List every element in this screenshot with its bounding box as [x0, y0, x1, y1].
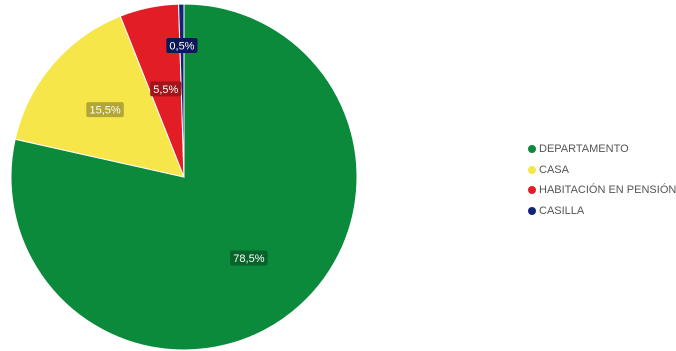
slice-casa[interactable]: [14, 15, 185, 178]
legend-label-casa: CASA: [539, 163, 569, 176]
slice-labels: 78,5% 15,5% 5,5% 0,5%: [86, 38, 268, 266]
pie-slices: [10, 3, 358, 351]
slice-label-casa: 15,5%: [86, 102, 124, 118]
slice-label-bg-habitacion-en-pension: [150, 81, 182, 97]
legend: DEPARTAMENTO CASA HABITACIÓN EN PENSIÓN …: [528, 139, 676, 221]
slice-label-bg-casilla: [166, 38, 198, 54]
legend-dot-casilla: [528, 206, 536, 215]
legend-label-departamento: DEPARTAMENTO: [539, 143, 629, 156]
legend-item-casilla[interactable]: CASILLA: [528, 201, 676, 222]
slice-label-text-casilla: 0,5%: [169, 41, 194, 53]
slice-label-bg-departamento: [230, 250, 268, 266]
slice-label-habitacion-en-pension: 5,5%: [150, 81, 182, 97]
slice-label-text-habitacion-en-pension: 5,5%: [153, 84, 178, 96]
legend-item-habitacion-en-pension[interactable]: HABITACIÓN EN PENSIÓN: [528, 180, 676, 201]
legend-item-casa[interactable]: CASA: [528, 160, 676, 181]
slice-label-text-departamento: 78,5%: [233, 253, 264, 265]
slice-label-text-casa: 15,5%: [89, 105, 120, 117]
slice-label-casilla: 0,5%: [166, 38, 198, 54]
legend-item-departamento[interactable]: DEPARTAMENTO: [528, 139, 676, 160]
legend-dot-habitacion-en-pension: [528, 186, 536, 195]
legend-dot-departamento: [528, 145, 536, 154]
legend-dot-casa: [528, 165, 536, 174]
legend-label-casilla: CASILLA: [539, 204, 585, 217]
legend-label-habitacion-en-pension: HABITACIÓN EN PENSIÓN: [539, 184, 676, 197]
slice-label-departamento: 78,5%: [230, 250, 268, 266]
slice-label-bg-casa: [86, 102, 124, 118]
